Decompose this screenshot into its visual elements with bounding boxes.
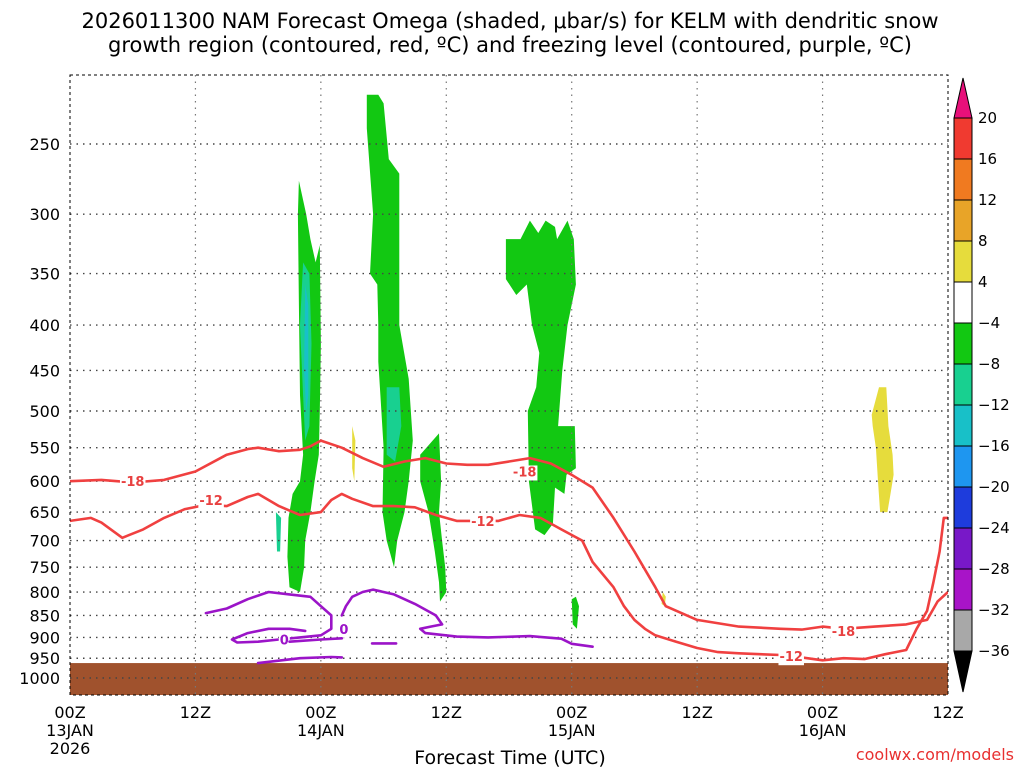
y-tick-label-700: 700 xyxy=(29,532,60,551)
y-tick-label-250: 250 xyxy=(29,135,60,154)
colorbar-band-3 xyxy=(953,240,973,283)
colorbar-label-1: 16 xyxy=(978,150,997,168)
colorbar-top-arrow xyxy=(953,77,973,119)
colorbar-band-1 xyxy=(953,158,973,201)
x-tick-label-12: 12Z xyxy=(180,703,211,722)
colorbar-bottom-arrow xyxy=(953,650,973,693)
omega-region-1 xyxy=(366,94,413,568)
y-tick-label-550: 550 xyxy=(29,439,60,458)
terrain xyxy=(70,663,948,695)
x-tick-label-84: 12Z xyxy=(932,703,963,722)
colorbar-label-10: −24 xyxy=(978,519,1010,537)
contour-label-0-0: -18 xyxy=(121,475,145,490)
x-tick-label-60: 12Z xyxy=(681,703,712,722)
credit-text[interactable]: coolwx.com/models xyxy=(856,745,1014,764)
colorbar-label-5: −4 xyxy=(978,314,1000,332)
colorbar-label-0: 20 xyxy=(978,109,997,127)
y-tick-label-850: 850 xyxy=(29,606,60,625)
chart-title-line2: growth region (contoured, red, ºC) and f… xyxy=(108,33,912,57)
contour-1 xyxy=(70,492,948,662)
contour-label-0-2: -18 xyxy=(832,625,856,640)
colorbar-label-4: 4 xyxy=(978,273,988,291)
contour-label-1-0: -12 xyxy=(199,494,223,509)
x-tick-date-48: 15JAN xyxy=(548,721,596,740)
contour-6 xyxy=(288,637,344,643)
y-tick-label-600: 600 xyxy=(29,472,60,491)
contour-label-1-1: -12 xyxy=(471,515,495,530)
colorbar-band-12 xyxy=(953,609,973,652)
y-tick-label-900: 900 xyxy=(29,628,60,647)
plot-border xyxy=(69,74,949,696)
colorbar-band-9 xyxy=(953,486,973,529)
omega-region-2 xyxy=(420,433,447,602)
colorbar-band-6 xyxy=(953,363,973,406)
omega-region-7 xyxy=(275,512,282,552)
y-tick-label-800: 800 xyxy=(29,583,60,602)
y-tick-label-450: 450 xyxy=(29,361,60,380)
plot-area: -18 -18 -18 -12 -12 -12 0 0 xyxy=(70,75,948,695)
colorbar-label-6: −8 xyxy=(978,355,1000,373)
colorbar-label-12: −32 xyxy=(978,601,1010,619)
y-tick-label-950: 950 xyxy=(29,649,60,668)
y-tick-label-500: 500 xyxy=(29,402,60,421)
y-tick-label-400: 400 xyxy=(29,316,60,335)
contour-4 xyxy=(256,655,344,665)
x-tick-year-0: 2026 xyxy=(50,739,91,758)
colorbar-band-11 xyxy=(953,568,973,611)
colorbar-label-11: −28 xyxy=(978,560,1010,578)
x-tick-label-24: 00Z xyxy=(305,703,336,722)
colorbar-band-5 xyxy=(953,322,973,365)
colorbar-band-7 xyxy=(953,404,973,447)
x-tick-label-36: 12Z xyxy=(431,703,462,722)
colorbar-label-2: 12 xyxy=(978,191,997,209)
omega-region-3 xyxy=(505,220,576,536)
x-tick-date-72: 16JAN xyxy=(799,721,847,740)
contour-2 xyxy=(204,590,333,644)
x-tick-label-48: 00Z xyxy=(556,703,587,722)
x-tick-label-72: 00Z xyxy=(807,703,838,722)
colorbar-band-2 xyxy=(953,199,973,242)
colorbar-band-4 xyxy=(953,281,973,324)
colorbar-label-7: −12 xyxy=(978,396,1010,414)
x-axis-title: Forecast Time (UTC) xyxy=(414,747,605,768)
colorbar-label-8: −16 xyxy=(978,437,1010,455)
colorbar: 20 16 12 8 4 −4 −8 −12 −16 −20 −24 −28 −32 −36 xyxy=(953,77,1010,693)
omega-region-9 xyxy=(871,387,894,513)
y-tick-label-650: 650 xyxy=(29,503,60,522)
y-tick-label-750: 750 xyxy=(29,558,60,577)
y-tick-label-350: 350 xyxy=(29,265,60,284)
contour-label-1-2: -12 xyxy=(779,650,803,665)
colorbar-label-13: −36 xyxy=(978,642,1010,660)
omega-region-4 xyxy=(571,596,579,629)
x-tick-date-0: 13JAN xyxy=(46,721,94,740)
contour-label-2-0: 0 xyxy=(280,634,289,649)
colorbar-band-8 xyxy=(953,445,973,488)
x-tick-date-24: 14JAN xyxy=(297,721,345,740)
omega-region-6 xyxy=(386,387,402,462)
colorbar-label-3: 8 xyxy=(978,232,988,250)
omega-region-8 xyxy=(304,284,309,411)
contour-label-0-1: -18 xyxy=(513,465,537,480)
colorbar-label-9: −20 xyxy=(978,478,1010,496)
colorbar-band-10 xyxy=(953,527,973,570)
y-tick-label-1000: 1000 xyxy=(19,669,60,688)
contour-0 xyxy=(70,439,948,631)
x-tick-label-0: 00Z xyxy=(54,703,85,722)
axes: 250 300 350 400 450 500 550 600 650 700 750 800 850 9… xyxy=(19,74,964,758)
colorbar-band-0 xyxy=(953,117,973,160)
y-tick-label-300: 300 xyxy=(29,205,60,224)
contour-3 xyxy=(340,588,594,648)
contour-label-2-1: 0 xyxy=(339,623,348,638)
chart-title-line1: 2026011300 NAM Forecast Omega (shaded, μ… xyxy=(81,9,938,33)
plot-inner: -18 -18 -18 -12 -12 -12 0 0 xyxy=(70,75,948,695)
